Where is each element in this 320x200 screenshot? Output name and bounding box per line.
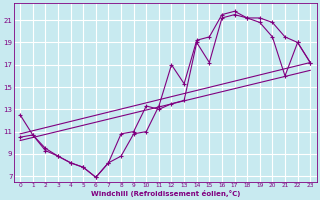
X-axis label: Windchill (Refroidissement éolien,°C): Windchill (Refroidissement éolien,°C) xyxy=(91,190,240,197)
